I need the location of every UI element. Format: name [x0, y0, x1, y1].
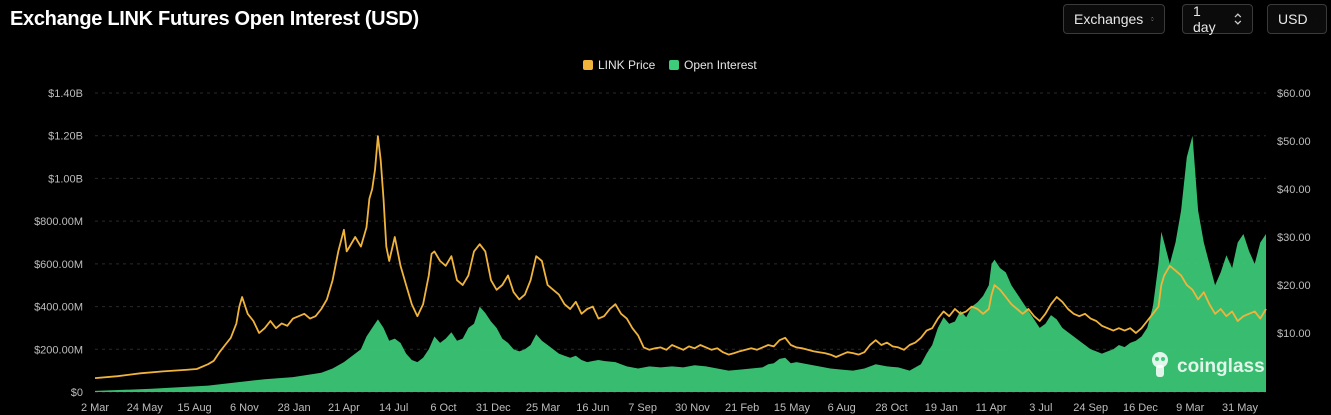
coinglass-watermark: coinglass [1152, 352, 1265, 377]
x-tick-label: 25 Mar [526, 402, 561, 414]
x-tick-label: 30 Nov [675, 402, 710, 414]
y-axis-right: $10.00 $20.00 $30.00 $40.00 $50.00 $60.00 [1277, 88, 1311, 340]
x-tick-label: 24 May [127, 402, 164, 414]
y-left-tick-label: $1.40B [48, 88, 83, 100]
coinglass-logo-icon [1152, 352, 1168, 377]
chart-legend: LINK Price Open Interest [583, 58, 757, 72]
legend-swatch-price [583, 60, 593, 70]
x-tick-label: 21 Feb [725, 402, 759, 414]
y-right-tick-label: $10.00 [1277, 328, 1311, 340]
currency-select[interactable]: USD [1267, 4, 1327, 34]
legend-swatch-oi [669, 60, 679, 70]
currency-select-label: USD [1278, 11, 1308, 27]
y-left-tick-label: $200.00M [34, 344, 83, 356]
y-left-tick-label: $1.00B [48, 173, 83, 185]
y-left-tick-label: $1.20B [48, 131, 83, 143]
x-tick-label: 7 Sep [628, 402, 657, 414]
x-tick-label: 15 Aug [177, 402, 211, 414]
y-right-tick-label: $40.00 [1277, 184, 1311, 196]
x-tick-label: 11 Apr [976, 402, 1007, 414]
x-tick-label: 19 Jan [925, 402, 958, 414]
x-tick-label: 31 May [1222, 402, 1259, 414]
y-right-tick-label: $50.00 [1277, 136, 1311, 148]
x-tick-label: 15 May [774, 402, 811, 414]
x-tick-label: 3 Jul [1029, 402, 1052, 414]
y-right-tick-label: $20.00 [1277, 280, 1311, 292]
x-tick-label: 21 Apr [328, 402, 360, 414]
exchanges-select[interactable]: Exchanges [1063, 4, 1165, 34]
open-interest-series [95, 135, 1266, 392]
x-tick-label: 16 Dec [1123, 402, 1158, 414]
link-price-series [94, 135, 1267, 379]
y-right-tick-label: $30.00 [1277, 232, 1311, 244]
x-tick-label: 6 Oct [430, 402, 456, 414]
chevron-updown-icon [1151, 16, 1154, 22]
chart-grid [95, 92, 1266, 393]
x-tick-label: 6 Nov [230, 402, 259, 414]
link-price-line [94, 135, 1267, 379]
exchanges-select-label: Exchanges [1074, 11, 1144, 27]
x-tick-label: 9 Mar [1176, 402, 1204, 414]
interval-select-label: 1 day [1193, 3, 1216, 35]
y-left-tick-label: $600.00M [34, 259, 83, 271]
y-right-tick-label: $60.00 [1277, 88, 1311, 100]
x-tick-label: 28 Jan [278, 402, 311, 414]
x-tick-label: 28 Oct [875, 402, 907, 414]
x-tick-label: 31 Dec [476, 402, 511, 414]
y-left-tick-label: $800.00M [34, 216, 83, 228]
x-tick-label: 6 Aug [828, 402, 856, 414]
x-tick-label: 24 Sep [1073, 402, 1108, 414]
interval-select[interactable]: 1 day [1182, 3, 1253, 35]
watermark-text: coinglass [1177, 356, 1265, 377]
x-tick-label: 14 Jul [379, 402, 408, 414]
legend-label-price: LINK Price [598, 58, 656, 72]
x-axis: 2 Mar 24 May 15 Aug 6 Nov 28 Jan 21 Apr 14 Jul… [81, 402, 1259, 414]
x-tick-label: 2 Mar [81, 402, 109, 414]
y-left-tick-label: $0 [71, 387, 83, 399]
page-title: Exchange LINK Futures Open Interest (USD… [10, 8, 419, 30]
legend-label-oi: Open Interest [684, 58, 757, 72]
open-interest-area [95, 135, 1266, 392]
y-left-tick-label: $400.00M [34, 302, 83, 314]
y-axis-left: $0 $200.00M $400.00M $600.00M $800.00M $1.00B… [34, 88, 83, 399]
chevron-updown-icon [1234, 13, 1242, 25]
x-tick-label: 16 Jun [576, 402, 609, 414]
